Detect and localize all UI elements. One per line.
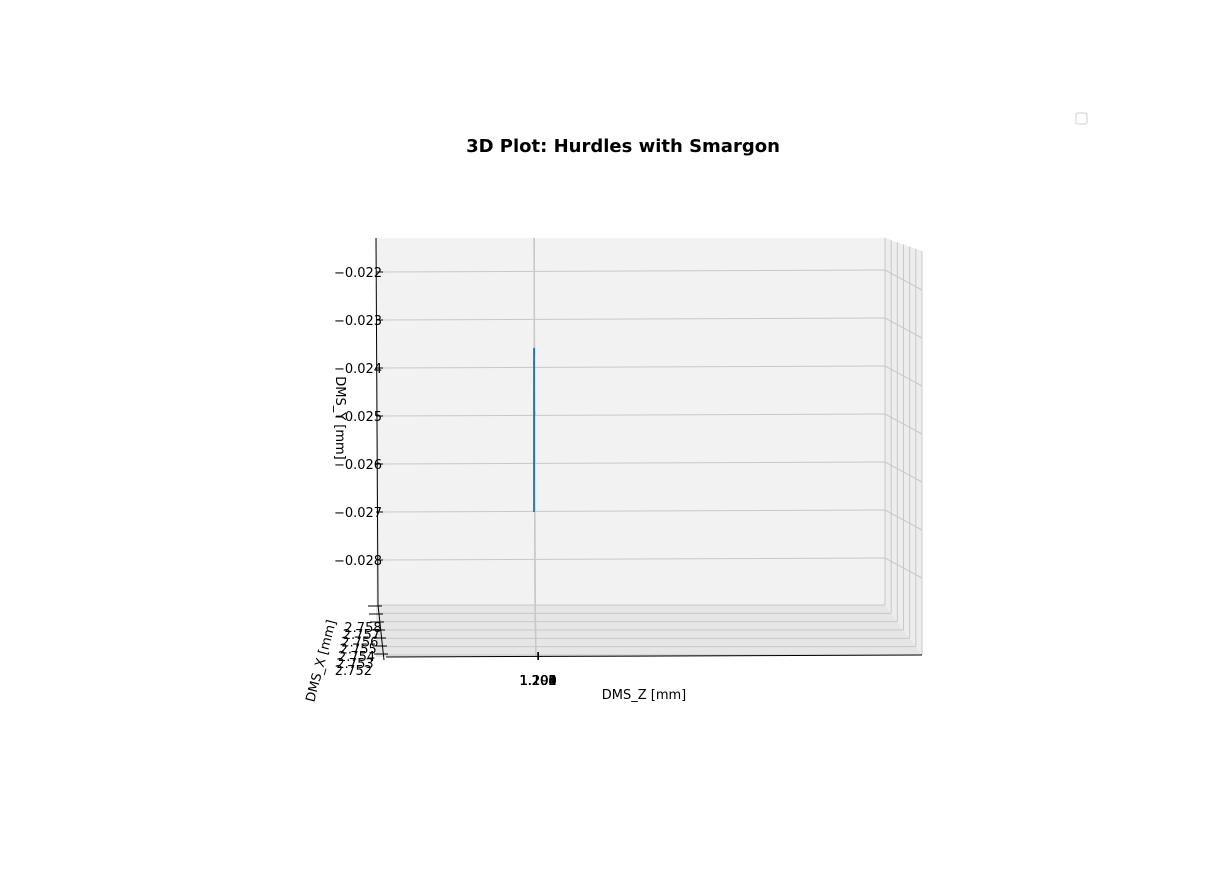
y-tick-label: −0.025 — [334, 410, 382, 425]
y-axis-label: DMS_Y [mm] — [332, 376, 347, 460]
y-tick-label: −0.027 — [334, 506, 382, 521]
y-tick-label: −0.022 — [334, 266, 382, 281]
z-tick-label: 1.200 — [520, 674, 557, 689]
x-tick-label: 2.755 — [340, 643, 377, 658]
z-tick-label: 1.203 — [519, 674, 556, 689]
grid-layer — [377, 237, 923, 658]
back-pane — [376, 238, 885, 605]
z-tick-label: 1.205 — [519, 674, 556, 689]
z-axis-label: DMS_X [mm] — [303, 618, 339, 704]
z-tick-label: 1.204 — [519, 674, 556, 689]
x-tick-label: 2.754 — [338, 650, 375, 665]
legend-box — [1075, 112, 1088, 125]
grid-line-horizontal — [377, 317, 886, 321]
y-tick-label: −0.023 — [334, 314, 382, 329]
floor-pane — [376, 605, 922, 657]
grid-line-horizontal — [377, 269, 886, 273]
z-tick-label: 1.201 — [520, 674, 557, 689]
x-axis-label: DMS_Z [mm] — [602, 688, 687, 703]
x-tick-label: 2.752 — [335, 664, 372, 679]
x-tick-label: 2.758 — [344, 621, 381, 636]
x-tick-label: 2.757 — [343, 628, 380, 643]
z-tick-label: 1.199 — [520, 674, 557, 689]
grid-line-horizontal — [377, 413, 886, 417]
y-tick-label: −0.026 — [334, 458, 382, 473]
grid-line-horizontal — [377, 509, 886, 513]
grid-line-horizontal — [377, 365, 886, 369]
y-axis-line — [375, 237, 379, 606]
z-axis-line — [385, 654, 923, 658]
x-tick-label: 2.756 — [341, 635, 378, 650]
grid-line-horizontal — [377, 557, 886, 561]
y-tick-label: −0.028 — [334, 554, 382, 569]
z-tick-label: 1.206 — [519, 674, 556, 689]
grid-line-horizontal — [377, 461, 886, 465]
y-tick-layer: −0.022 −0.023 −0.024 −0.025 −0.026 −0.027 −0.0… — [334, 266, 383, 569]
z-tick-label: 1.202 — [520, 674, 557, 689]
x-tick-label: 2.753 — [336, 657, 373, 672]
y-tick-label: −0.024 — [334, 362, 382, 377]
chart-title: 3D Plot: Hurdles with Smargon — [466, 136, 780, 157]
